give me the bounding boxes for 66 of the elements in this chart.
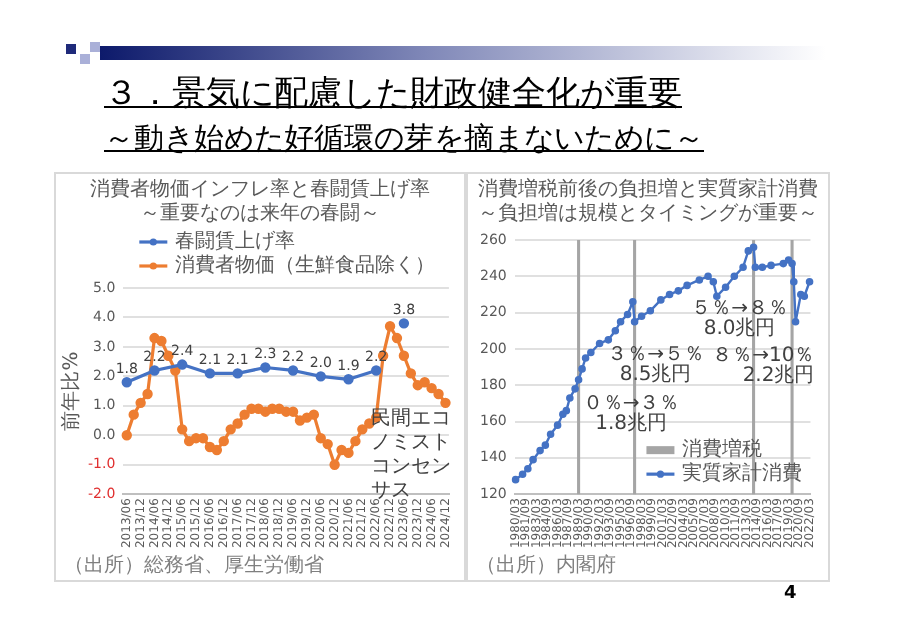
point <box>343 374 354 385</box>
y-axis-title: 前年比% <box>59 351 84 431</box>
point <box>426 382 437 394</box>
point <box>405 368 417 379</box>
point <box>287 365 299 376</box>
point <box>204 368 216 379</box>
point <box>398 318 410 329</box>
point <box>232 368 243 379</box>
legend-label: 消費増税 <box>682 437 763 462</box>
point <box>440 397 451 409</box>
point <box>419 377 430 388</box>
legend-label: 実質家計消費 <box>682 461 803 486</box>
chart-title: 消費者物価インフレ率と春闘賃上げ率 <box>90 177 430 202</box>
point <box>343 447 354 459</box>
point <box>183 435 195 447</box>
point <box>329 459 340 470</box>
point <box>211 444 223 456</box>
point <box>350 435 361 447</box>
point <box>315 371 326 382</box>
annotation: 8.0兆円 <box>703 316 776 341</box>
point <box>204 441 216 453</box>
point <box>121 430 132 441</box>
point <box>308 409 320 420</box>
point <box>294 415 306 426</box>
text: ～動き始めた好循環の芽を摘まないために～ <box>104 120 704 156</box>
annotation: 2.2兆円 <box>742 363 815 388</box>
text: 4 <box>784 584 797 604</box>
legend-label: 春闘賃上げ率 <box>175 229 296 254</box>
annotation: ０％→３％ <box>582 392 680 415</box>
point <box>301 412 313 423</box>
point <box>149 332 160 344</box>
text: （出所）総務省、厚生労働省 <box>64 553 324 578</box>
point <box>315 432 326 444</box>
point <box>149 365 160 376</box>
point <box>239 409 250 420</box>
text: ３．景気に配慮した財政健全化が重要 <box>104 74 682 114</box>
chart-subtitle: ～負担増は規模とタイミングが重要～ <box>478 201 818 226</box>
point <box>357 424 368 435</box>
point <box>156 335 167 347</box>
point <box>433 388 444 400</box>
point <box>274 403 285 414</box>
text: （出所）内閣府 <box>476 553 616 578</box>
point <box>370 365 382 376</box>
legend-label: 消費者物価（生鮮食品除く） <box>175 253 436 278</box>
point <box>260 362 271 373</box>
point <box>142 388 153 400</box>
chart-subtitle: ～重要なのは来年の春闘～ <box>140 201 380 226</box>
point <box>128 409 139 420</box>
point <box>336 444 347 456</box>
point <box>322 438 333 450</box>
point <box>398 350 410 361</box>
point <box>384 321 396 332</box>
point <box>218 435 229 447</box>
point <box>260 406 271 417</box>
point <box>225 424 236 435</box>
point <box>232 418 243 429</box>
point <box>121 377 132 388</box>
chart-title: 消費増税前後の負担増と実質家計消費 <box>478 177 818 202</box>
point <box>177 359 188 370</box>
point <box>177 424 188 435</box>
annotation: 8.5兆円 <box>619 361 692 386</box>
annotation: ３％→５％ <box>607 343 704 366</box>
annotation: 1.8兆円 <box>595 410 667 435</box>
point <box>135 397 146 409</box>
point <box>412 379 423 391</box>
point <box>391 332 403 344</box>
